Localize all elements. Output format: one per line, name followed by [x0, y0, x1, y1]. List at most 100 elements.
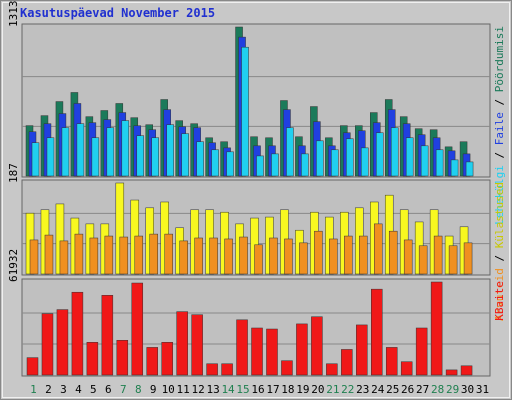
- y-tick-label: 61932: [7, 249, 20, 282]
- bar: [61, 127, 70, 177]
- x-tick-label: 10: [162, 383, 175, 396]
- x-tick-label: 13: [206, 383, 219, 396]
- bar: [256, 155, 264, 177]
- bar: [221, 363, 233, 376]
- bar: [284, 238, 293, 275]
- x-tick-label: 9: [150, 383, 157, 396]
- bar: [209, 237, 218, 275]
- legend: Arvuteid / Külastused: [493, 182, 506, 321]
- bar: [405, 137, 414, 177]
- x-tick-label: 17: [266, 383, 279, 396]
- legend-separator: /: [493, 92, 506, 112]
- bar: [146, 347, 158, 376]
- x-tick-label: 22: [341, 383, 354, 396]
- legend-entry: Külastused: [493, 182, 506, 248]
- bar: [400, 361, 413, 376]
- bar: [314, 230, 323, 275]
- bar: [121, 120, 130, 177]
- bar: [31, 142, 40, 177]
- bar: [450, 159, 459, 177]
- bar: [448, 245, 458, 275]
- bar: [46, 137, 55, 177]
- legend: Lehekülgi / Faile / Pöördumisi: [493, 26, 506, 225]
- bar: [119, 236, 129, 275]
- bar: [76, 123, 85, 177]
- bar: [433, 235, 443, 275]
- legend-entry: KBaite: [493, 281, 506, 321]
- bar: [44, 234, 54, 275]
- bar: [151, 137, 159, 177]
- bar: [356, 324, 368, 376]
- bar: [311, 316, 323, 376]
- bar: [420, 145, 429, 177]
- bar: [91, 137, 100, 177]
- legend-entry: Arvuteid: [493, 268, 506, 321]
- bar: [101, 295, 114, 376]
- bar: [194, 237, 203, 275]
- bar: [196, 141, 204, 177]
- bar: [239, 236, 248, 275]
- bar: [89, 237, 99, 275]
- bar: [374, 223, 383, 275]
- bar: [465, 161, 474, 177]
- x-tick-label: 3: [60, 383, 67, 396]
- x-tick-label: 12: [192, 383, 205, 396]
- bar: [161, 342, 173, 376]
- bar: [59, 240, 69, 275]
- bar: [106, 127, 115, 177]
- x-tick-label: 11: [177, 383, 190, 396]
- x-tick-label: 5: [90, 383, 97, 396]
- bar: [390, 127, 399, 177]
- x-tick-label: 23: [356, 383, 369, 396]
- bar: [301, 153, 309, 177]
- bar: [41, 313, 54, 376]
- bar: [164, 233, 173, 275]
- bar: [361, 147, 369, 177]
- x-tick-label: 29: [446, 383, 459, 396]
- bar: [241, 46, 249, 177]
- legend-entry: Lehekülgi: [493, 165, 506, 225]
- x-tick-label: 19: [296, 383, 309, 396]
- bar: [388, 230, 398, 275]
- bar: [134, 235, 144, 275]
- bar: [149, 233, 158, 275]
- bar: [385, 347, 398, 376]
- bar: [236, 319, 248, 376]
- bar: [341, 349, 353, 376]
- bar: [266, 328, 278, 376]
- bar: [271, 153, 279, 177]
- x-tick-label: 6: [105, 383, 112, 396]
- x-tick-label: 18: [281, 383, 294, 396]
- bar: [376, 132, 384, 177]
- bar: [179, 240, 188, 275]
- x-tick-label: 8: [135, 383, 142, 396]
- bar: [211, 149, 219, 177]
- x-tick-label: 26: [401, 383, 414, 396]
- bar: [331, 149, 339, 177]
- bar: [166, 124, 174, 177]
- bar: [74, 233, 84, 275]
- bar: [329, 238, 338, 275]
- bar: [254, 244, 263, 275]
- bar: [430, 281, 443, 376]
- x-tick-label: 1: [30, 383, 37, 396]
- x-tick-label: 30: [461, 383, 474, 396]
- bar: [403, 239, 413, 275]
- legend-entry: Faile: [493, 112, 506, 145]
- bar: [86, 342, 99, 376]
- bar: [299, 242, 308, 275]
- x-tick-label: 24: [371, 383, 385, 396]
- x-tick-label: 15: [236, 383, 249, 396]
- bar: [435, 149, 444, 177]
- bar: [371, 288, 383, 376]
- bar: [344, 235, 353, 275]
- x-tick-label: 16: [251, 383, 264, 396]
- bar: [281, 360, 293, 376]
- bar: [269, 237, 278, 275]
- bar: [191, 314, 203, 376]
- x-tick-label: 28: [431, 383, 444, 396]
- legend: KBaite: [493, 281, 506, 321]
- bar: [460, 365, 473, 376]
- x-tick-label: 7: [120, 383, 127, 396]
